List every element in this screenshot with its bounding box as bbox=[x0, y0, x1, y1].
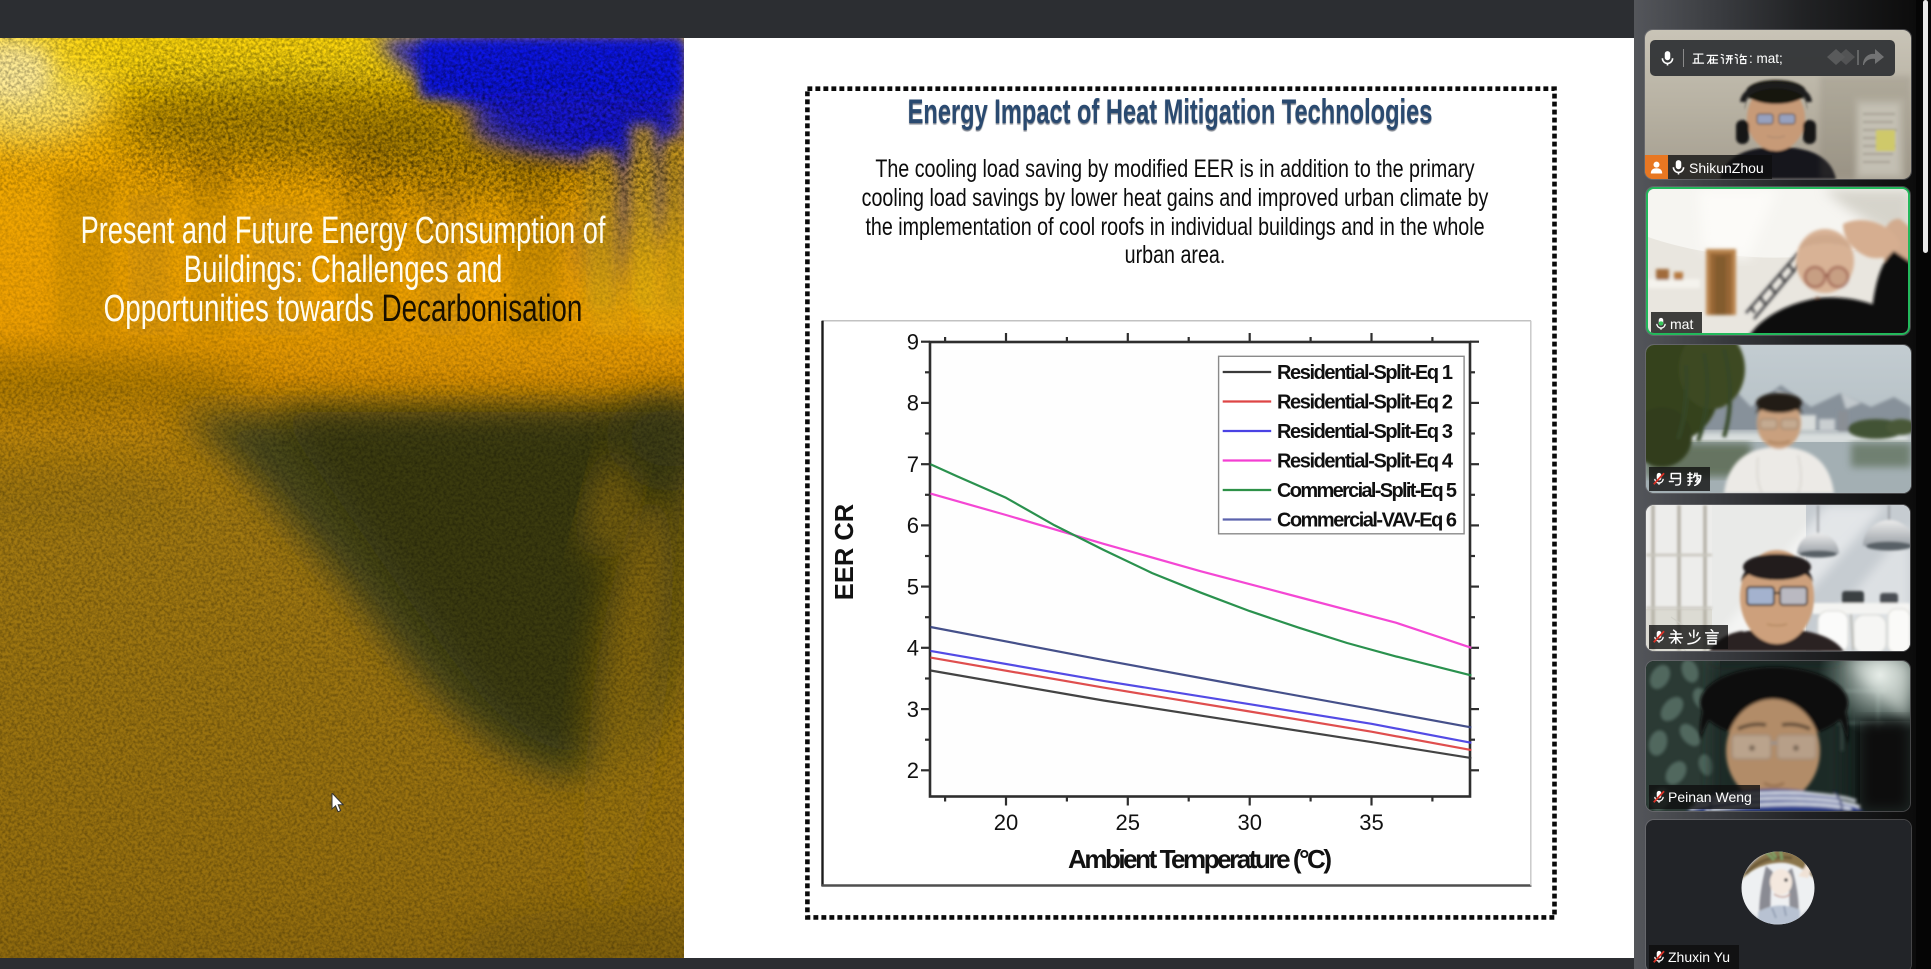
svg-text:Residential-Split-Eq 2: Residential-Split-Eq 2 bbox=[1277, 392, 1453, 414]
svg-text:Commercial-Split-Eq 5: Commercial-Split-Eq 5 bbox=[1277, 480, 1457, 502]
svg-text:6: 6 bbox=[907, 513, 919, 538]
svg-text:8: 8 bbox=[907, 391, 919, 416]
svg-text:4: 4 bbox=[907, 636, 919, 661]
svg-text:Commercial-VAV-Eq 6: Commercial-VAV-Eq 6 bbox=[1277, 510, 1457, 532]
svg-text:Residential-Split-Eq 1: Residential-Split-Eq 1 bbox=[1277, 362, 1453, 384]
svg-text:7: 7 bbox=[907, 452, 919, 477]
svg-text:EER CR: EER CR bbox=[831, 504, 859, 600]
svg-text:20: 20 bbox=[994, 810, 1018, 835]
svg-text:5: 5 bbox=[907, 574, 919, 599]
svg-text:Residential-Split-Eq 4: Residential-Split-Eq 4 bbox=[1277, 451, 1454, 473]
svg-text:Residential-Split-Eq 3: Residential-Split-Eq 3 bbox=[1277, 421, 1453, 443]
svg-text:9: 9 bbox=[907, 330, 919, 355]
svg-text:2: 2 bbox=[907, 758, 919, 783]
svg-text:35: 35 bbox=[1359, 810, 1383, 835]
svg-text:Ambient Temperature (°C): Ambient Temperature (°C) bbox=[1068, 844, 1332, 874]
svg-text:3: 3 bbox=[907, 697, 919, 722]
svg-text:30: 30 bbox=[1237, 810, 1261, 835]
svg-text:25: 25 bbox=[1116, 810, 1140, 835]
